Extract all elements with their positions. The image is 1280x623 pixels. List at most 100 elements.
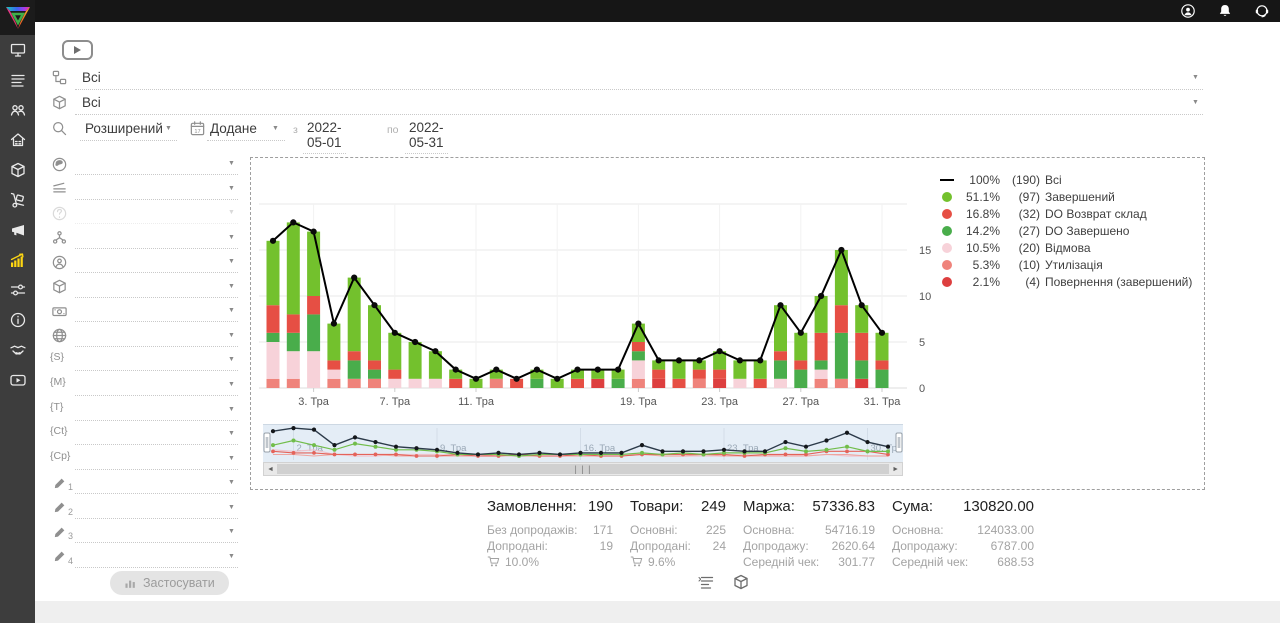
filter-select-underline[interactable] bbox=[75, 419, 238, 421]
filter-select-underline[interactable] bbox=[75, 444, 238, 446]
orders-stacked-bar-chart[interactable]: 3. Тра 7. Тра 11. Тра 19. Тра 23. Тра 27. Тра… bbox=[259, 164, 949, 414]
legend-item-5[interactable]: 5.3% (10) Утилізація bbox=[939, 256, 1192, 273]
search-mode-select[interactable]: Розширений bbox=[85, 121, 163, 136]
chevron-down-icon[interactable]: ▼ bbox=[1192, 99, 1199, 106]
pencil-icon bbox=[50, 499, 68, 517]
chevron-down-icon[interactable]: ▼ bbox=[228, 380, 235, 388]
topbar bbox=[0, 0, 1280, 22]
svg-text:23. Тра: 23. Тра bbox=[727, 443, 759, 454]
date-from-label: з bbox=[293, 124, 298, 136]
stat-title: Замовлення: bbox=[487, 498, 577, 515]
chevron-down-icon[interactable]: ▼ bbox=[228, 405, 235, 413]
filter-select-underline[interactable] bbox=[75, 247, 238, 249]
sidebar-item-list[interactable] bbox=[8, 71, 28, 88]
sidebar-item-info[interactable] bbox=[8, 311, 28, 328]
legend-label: DO Завершено bbox=[1045, 223, 1130, 238]
filter-select-underline[interactable] bbox=[75, 370, 238, 372]
cart-icon bbox=[487, 555, 501, 569]
filter-select-underline[interactable] bbox=[75, 493, 238, 495]
chevron-down-icon[interactable]: ▼ bbox=[228, 282, 235, 290]
support-icon[interactable] bbox=[1254, 3, 1270, 19]
filter-select-underline[interactable] bbox=[75, 272, 238, 274]
chevron-down-icon[interactable]: ▼ bbox=[228, 233, 235, 241]
sidebar-item-people[interactable] bbox=[8, 101, 28, 118]
date-to-input[interactable]: 2022-05-31 bbox=[405, 120, 448, 154]
user-icon[interactable] bbox=[1180, 3, 1196, 19]
stat-row-value: 124033.00 bbox=[977, 523, 1034, 537]
sidebar-item-chart[interactable] bbox=[8, 251, 28, 268]
dot-marker-icon bbox=[942, 242, 952, 253]
svg-text:9. Тра: 9. Тра bbox=[440, 443, 467, 454]
filter-select-underline[interactable] bbox=[75, 542, 238, 544]
chevron-down-icon[interactable]: ▼ bbox=[165, 125, 172, 132]
filter-select-underline[interactable] bbox=[75, 394, 238, 396]
chevron-down-icon[interactable]: ▼ bbox=[228, 503, 235, 511]
main-content: Всі ▼ Всі ▼ Розширений ▼ 17 Додане ▼ з 2… bbox=[35, 22, 1280, 623]
scroll-left-arrow-icon[interactable]: ◄ bbox=[267, 466, 274, 473]
chevron-down-icon[interactable]: ▼ bbox=[228, 160, 235, 167]
product-filter-select[interactable]: Всі bbox=[82, 95, 101, 110]
sidebar-item-home[interactable] bbox=[8, 131, 28, 148]
app-logo[interactable] bbox=[0, 0, 35, 35]
chart-scrollbar[interactable]: ◄ | | | ► bbox=[263, 462, 903, 476]
chart-navigator[interactable]: 2. Тра 9. Тра 16. Тра 23. Тра 30. Тра bbox=[263, 424, 903, 462]
line-marker-icon bbox=[940, 178, 954, 181]
date-type-select[interactable]: Додане bbox=[210, 121, 257, 136]
filter-select-underline[interactable] bbox=[75, 198, 238, 200]
chevron-down-icon[interactable]: ▼ bbox=[228, 479, 235, 487]
stat-block-0: Замовлення: 190 Без допродажів: 171 Допродан… bbox=[487, 498, 613, 570]
chevron-down-icon[interactable]: ▼ bbox=[228, 528, 235, 536]
filter-select-underline[interactable] bbox=[75, 174, 238, 175]
sidebar-item-package[interactable] bbox=[8, 161, 28, 178]
apply-filters-button[interactable]: Застосувати bbox=[110, 571, 229, 595]
sidebar-item-sliders[interactable] bbox=[8, 281, 28, 298]
sidebar-item-handtruck[interactable] bbox=[8, 191, 28, 208]
dot-marker-icon bbox=[942, 259, 952, 270]
chevron-down-icon[interactable]: ▼ bbox=[228, 430, 235, 438]
tag-icon: {T} bbox=[50, 400, 64, 413]
filter-select-underline[interactable] bbox=[75, 517, 238, 519]
filter-select-underline[interactable] bbox=[75, 345, 238, 347]
legend-item-0[interactable]: 100% (190) Всі bbox=[939, 171, 1192, 188]
package-toggle-icon[interactable] bbox=[732, 573, 750, 591]
scroll-right-arrow-icon[interactable]: ► bbox=[892, 466, 899, 473]
globe-solid-icon bbox=[50, 155, 68, 173]
filter-select-underline[interactable] bbox=[75, 468, 238, 470]
status-filter-select[interactable]: Всі bbox=[82, 70, 101, 85]
svg-text:2. Тра: 2. Тра bbox=[297, 443, 324, 454]
filter-select-underline[interactable] bbox=[75, 296, 238, 298]
legend-item-2[interactable]: 16.8% (32) DO Возврат склад bbox=[939, 205, 1192, 222]
chevron-down-icon[interactable]: ▼ bbox=[1192, 74, 1199, 81]
chevron-down-icon[interactable]: ▼ bbox=[272, 125, 279, 132]
sidebar-item-video[interactable] bbox=[8, 371, 28, 388]
stat-row-value: 688.53 bbox=[997, 555, 1034, 569]
chevron-down-icon[interactable]: ▼ bbox=[228, 258, 235, 266]
sidebar-item-megaphone[interactable] bbox=[8, 221, 28, 238]
scrollbar-thumb[interactable]: | | | bbox=[277, 464, 889, 474]
sidebar-item-monitor[interactable] bbox=[8, 41, 28, 58]
stat-title: Товари: bbox=[630, 498, 684, 515]
list-stats-toggle-icon[interactable] bbox=[697, 573, 715, 591]
filter-select-underline[interactable] bbox=[75, 321, 238, 323]
legend-item-6[interactable]: 2.1% (4) Повернення (завершений) bbox=[939, 273, 1192, 290]
chevron-down-icon[interactable]: ▼ bbox=[228, 552, 235, 560]
filter-select-underline[interactable] bbox=[75, 566, 238, 568]
date-from-input[interactable]: 2022-05-01 bbox=[303, 120, 346, 154]
legend-item-4[interactable]: 10.5% (20) Відмова bbox=[939, 239, 1192, 256]
apply-filters-label: Застосувати bbox=[143, 576, 215, 590]
chevron-down-icon[interactable]: ▼ bbox=[228, 184, 235, 192]
filter-select-underline[interactable] bbox=[75, 223, 238, 225]
legend-item-3[interactable]: 14.2% (27) DO Завершено bbox=[939, 222, 1192, 239]
legend-label: Відмова bbox=[1045, 240, 1091, 255]
date-to-label: по bbox=[387, 124, 399, 136]
chevron-down-icon[interactable]: ▼ bbox=[228, 209, 235, 217]
chevron-down-icon[interactable]: ▼ bbox=[228, 356, 235, 364]
legend-item-1[interactable]: 51.1% (97) Завершений bbox=[939, 188, 1192, 205]
sidebar-item-handshake[interactable] bbox=[8, 341, 28, 358]
chevron-down-icon[interactable]: ▼ bbox=[228, 454, 235, 462]
chevron-down-icon[interactable]: ▼ bbox=[228, 331, 235, 339]
chevron-down-icon[interactable]: ▼ bbox=[228, 307, 235, 315]
bell-icon[interactable] bbox=[1217, 3, 1233, 19]
video-tutorial-button[interactable] bbox=[62, 40, 93, 60]
legend-percent: 14.2% bbox=[965, 223, 1000, 238]
